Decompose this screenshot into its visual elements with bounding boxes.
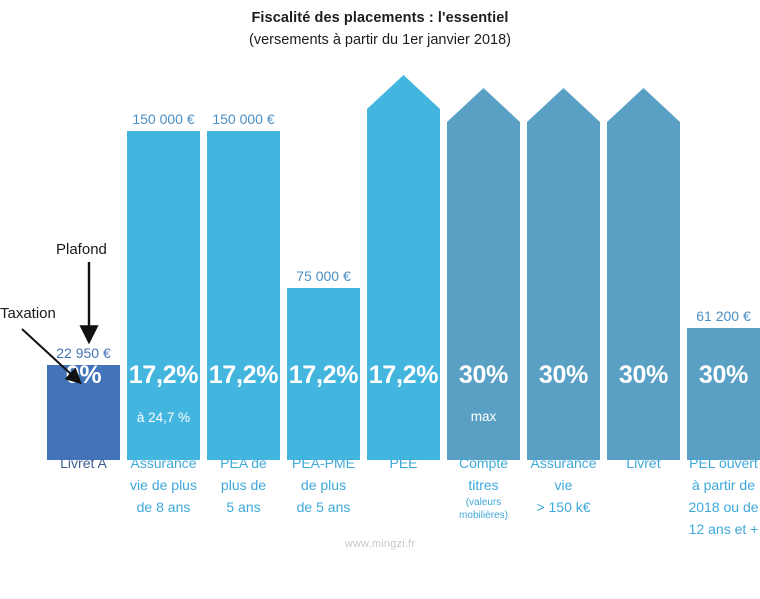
category-label-line: Assurance [530, 455, 597, 471]
category-label-line: PEA de [220, 455, 267, 471]
category-label-line: vie [554, 477, 573, 493]
category-label-line: à partir de [691, 477, 756, 493]
bar-rate-label: 0% [65, 361, 102, 389]
bar-pea-pme-5ans[interactable]: 17,2% 75 000 € [287, 268, 360, 460]
category-label-pea-pme-5ans[interactable]: PEA-PME de plus de 5 ans [277, 452, 370, 518]
category-label-line: 5 ans [226, 499, 261, 515]
bar-arrow-cap-icon [527, 88, 600, 122]
category-label-line: Assurance [130, 455, 197, 471]
bar-plafond-value: 61 200 € [696, 308, 751, 324]
category-label-line: titres [468, 477, 499, 493]
bar-plafond-value: 150 000 € [212, 111, 275, 127]
bar-arrow-cap-icon [607, 88, 680, 122]
category-axis: Livret A Assurance vie de plus de 8 ans PEA … [0, 452, 760, 552]
category-label-line: PEA-PME [291, 455, 355, 471]
bar-plafond-value: 22 950 € [56, 345, 111, 361]
category-label-assurance-vie-150k[interactable]: Assurance vie > 150 k€ [517, 452, 610, 518]
category-label-assurance-vie-8ans[interactable]: Assurance vie de plus de 8 ans [117, 452, 210, 518]
bar-rate-label: 30% [458, 361, 509, 389]
bar-body [207, 131, 280, 460]
bar-plafond-value: 150 000 € [132, 111, 195, 127]
category-label-line: vie de plus [130, 477, 197, 493]
bar-pel-2018[interactable]: 30% 61 200 € [687, 308, 760, 460]
category-label-pee[interactable]: PEE [357, 452, 450, 474]
bar-body [447, 122, 520, 460]
annotation-taxation: Taxation [0, 305, 56, 322]
category-label-line: Livret [626, 455, 661, 471]
category-label-line: de 8 ans [136, 499, 191, 515]
category-sub-label: (valeurs mobilières) [459, 497, 508, 521]
bar-body [47, 365, 120, 460]
category-label-line: PEL ouvert [689, 455, 758, 471]
bar-subrate-label: à 24,7 % [136, 410, 191, 425]
bar-pee[interactable]: 17,2% [367, 75, 440, 460]
watermark: www.mingzi.fr [344, 538, 416, 550]
bar-body [607, 122, 680, 460]
bar-rate-label: 30% [698, 361, 749, 389]
category-label-line: > 150 k€ [536, 499, 591, 515]
category-label-line: de 5 ans [296, 499, 351, 515]
category-label-line: Livret A [60, 455, 107, 471]
category-label-line: Compte [458, 455, 509, 471]
category-label-line: PEE [389, 455, 418, 471]
bar-compte-titres[interactable]: 30% max [447, 88, 520, 460]
page-title: Fiscalité des placements : l'essentiel [251, 10, 509, 26]
bar-arrow-cap-icon [447, 88, 520, 122]
bar-body [367, 109, 440, 460]
category-label-livret-a[interactable]: Livret A [37, 452, 130, 474]
annotation-plafond: Plafond [56, 241, 107, 258]
bar-body [127, 131, 200, 460]
bar-rate-label: 30% [618, 361, 669, 389]
bar-arrow-cap-icon [367, 75, 440, 109]
bar-body [527, 122, 600, 460]
category-label-line: plus de [220, 477, 267, 493]
bar-livret[interactable]: 30% [607, 88, 680, 460]
bar-rate-label: 17,2% [368, 361, 439, 389]
bar-chart: 0% 22 950 € 17,2% à 24,7 % 150 000 € 17,2% 150… [0, 60, 760, 460]
bar-rate-label: 17,2% [288, 361, 359, 389]
bar-assurance-vie-8ans[interactable]: 17,2% à 24,7 % 150 000 € [127, 111, 200, 460]
bar-rate-label: 17,2% [208, 361, 279, 389]
bar-livret-a[interactable]: 0% 22 950 € [47, 345, 120, 460]
category-label-line: de plus [300, 477, 347, 493]
category-label-line: 2018 ou de [688, 499, 759, 515]
bar-pea-5ans[interactable]: 17,2% 150 000 € [207, 111, 280, 460]
chart-header: Fiscalité des placements : l'essentiel (… [0, 0, 760, 51]
bar-body [287, 288, 360, 460]
bar-subrate-label: max [470, 409, 497, 424]
bar-plafond-value: 75 000 € [296, 268, 351, 284]
bar-rate-label: 17,2% [128, 361, 199, 389]
bar-rate-label: 30% [538, 361, 589, 389]
category-label-pel-2018[interactable]: PEL ouvert à partir de 2018 ou de 12 ans et… [677, 452, 760, 540]
bar-assurance-vie-150k[interactable]: 30% [527, 88, 600, 460]
category-label-pea-5ans[interactable]: PEA de plus de 5 ans [197, 452, 290, 518]
category-label-compte-titres[interactable]: Compte titres (valeurs mobilières) [437, 452, 530, 522]
page-subtitle: (versements à partir du 1er janvier 2018… [249, 32, 511, 48]
bar-body [687, 328, 760, 460]
category-label-line: 12 ans et + [688, 521, 759, 537]
category-label-livret[interactable]: Livret [597, 452, 690, 474]
